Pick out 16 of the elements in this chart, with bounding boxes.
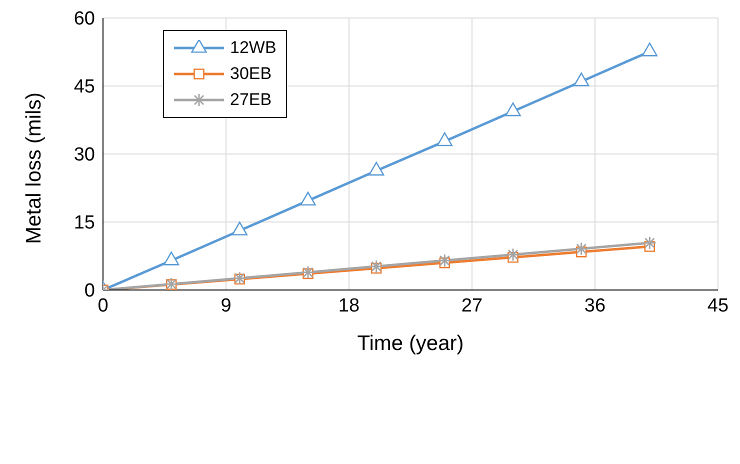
x-tick-label: 18 [338, 295, 360, 316]
legend-label: 27EB [230, 90, 272, 110]
y-tick-label: 30 [74, 144, 95, 166]
x-tick-label: 0 [98, 295, 108, 316]
y-tick-label: 15 [74, 212, 95, 234]
x-tick-label: 9 [220, 295, 232, 316]
legend-label: 12WB [230, 38, 276, 58]
y-tick-label: 45 [74, 76, 95, 98]
y-axis-title: Metal loss (mils) [22, 92, 46, 244]
x-tick-label: 36 [584, 295, 606, 316]
y-tick-label: 0 [84, 280, 95, 302]
legend-label: 30EB [230, 64, 272, 84]
x-tick-label: 27 [461, 295, 483, 316]
x-axis-title: Time (year) [357, 332, 464, 355]
x-tick-label: 45 [707, 295, 729, 316]
y-tick-label: 60 [74, 8, 95, 30]
